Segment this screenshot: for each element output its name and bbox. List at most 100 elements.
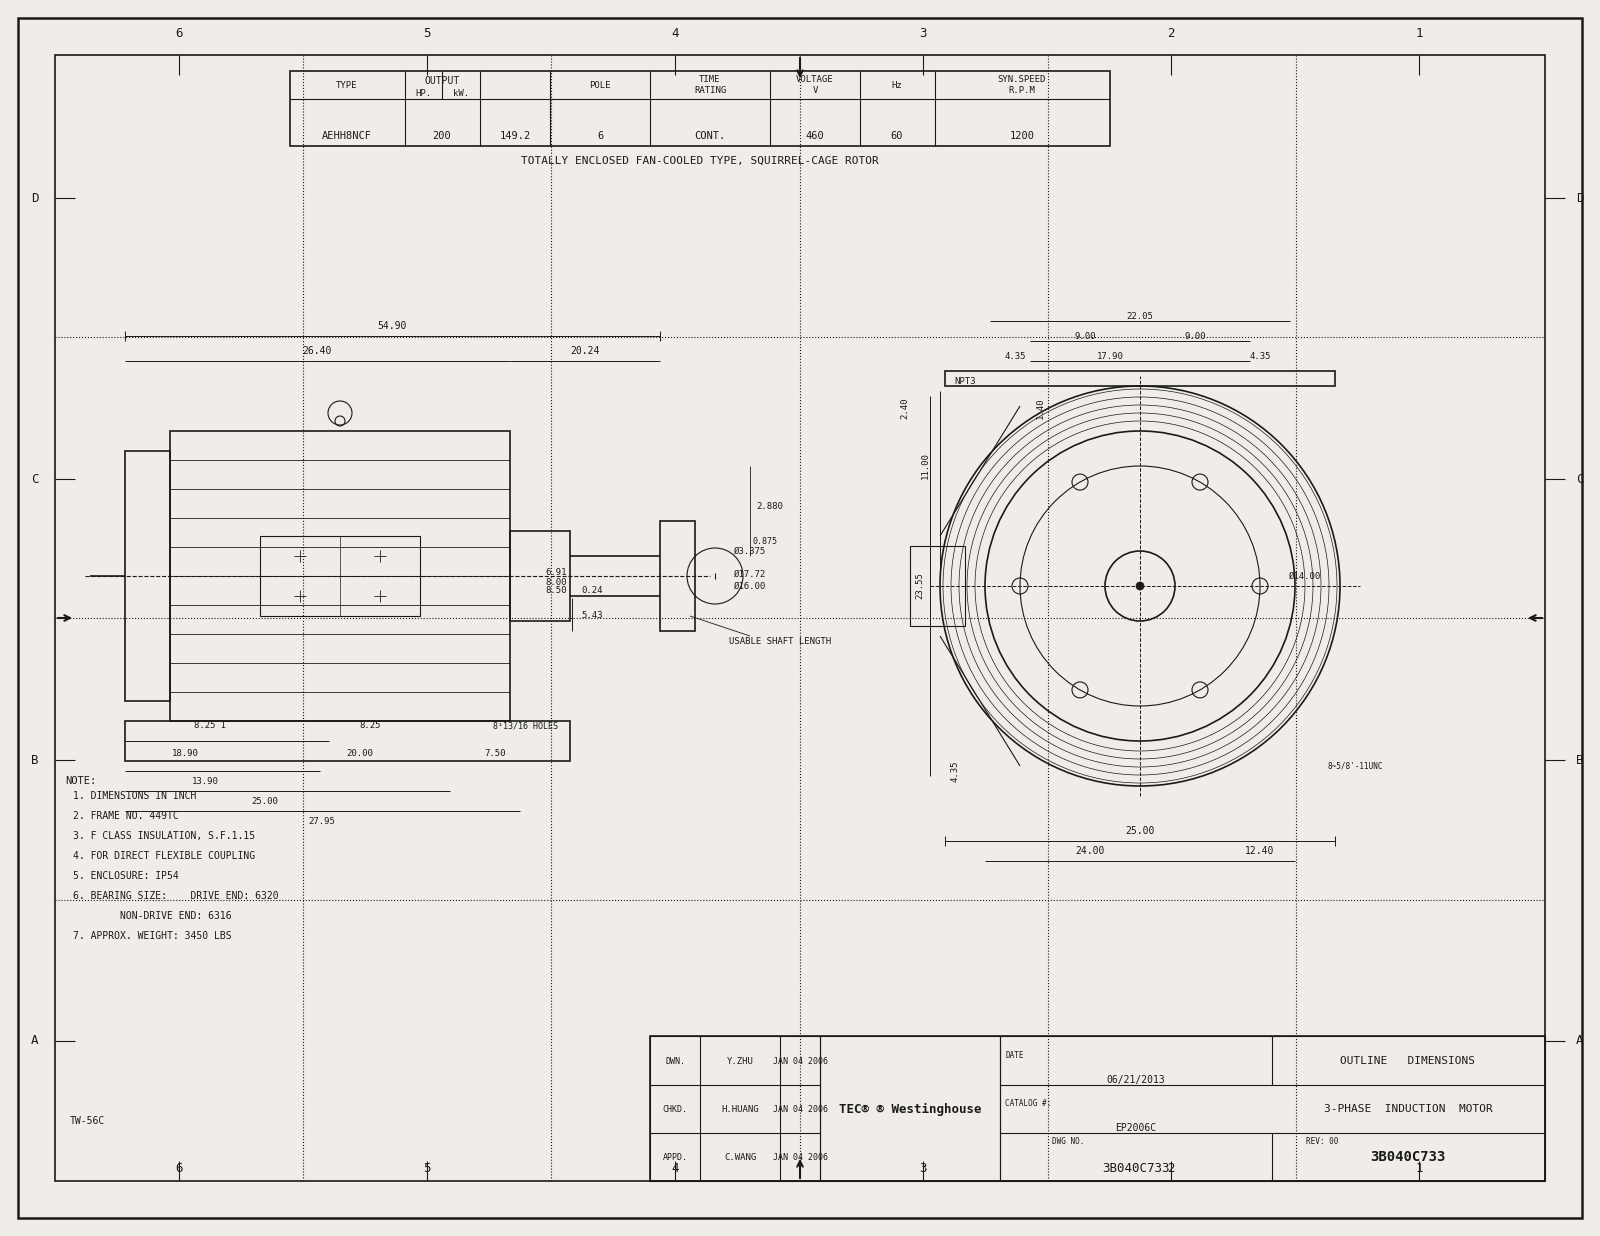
Text: 18.90: 18.90 [171,749,198,758]
Text: B: B [1576,754,1584,766]
Text: 54.90: 54.90 [378,321,406,331]
Text: NON-DRIVE END: 6316: NON-DRIVE END: 6316 [74,911,232,921]
Text: 27.95: 27.95 [309,817,336,826]
Text: NOTE:: NOTE: [66,776,96,786]
Bar [910,546,965,625]
Text: TEC® ® Westinghouse: TEC® ® Westinghouse [838,1103,981,1116]
Text: 13.90: 13.90 [192,776,219,786]
Text: Ø3.375: Ø3.375 [734,546,766,555]
Text: DWG NO.: DWG NO. [1051,1136,1085,1146]
Text: OUTLINE   DIMENSIONS: OUTLINE DIMENSIONS [1341,1056,1475,1065]
Text: 8.50: 8.50 [546,586,566,595]
Text: C: C [1576,472,1584,486]
Bar [650,1036,1546,1182]
Bar [125,451,170,701]
Text: AEHH8NCF: AEHH8NCF [322,131,373,141]
Text: 12.40: 12.40 [1245,845,1275,857]
Text: 26.40: 26.40 [302,346,331,356]
Text: 4.35: 4.35 [1250,351,1270,361]
Text: 6. BEARING SIZE:    DRIVE END: 6320: 6. BEARING SIZE: DRIVE END: 6320 [74,891,278,901]
Text: 24.00: 24.00 [1075,845,1104,857]
Text: JAN 04 2006: JAN 04 2006 [773,1057,827,1065]
Text: Ø14.00: Ø14.00 [1290,571,1322,581]
Bar [170,431,510,721]
Text: 4. FOR DIRECT FLEXIBLE COUPLING: 4. FOR DIRECT FLEXIBLE COUPLING [74,852,254,861]
Text: 9.00: 9.00 [1184,331,1206,340]
Text: 17.90: 17.90 [1096,351,1123,361]
Text: 6.91: 6.91 [546,567,566,576]
Text: 25.00: 25.00 [251,796,278,806]
Text: OUTPUT: OUTPUT [424,75,459,87]
Text: 2.880: 2.880 [757,502,784,510]
Text: 8¹13/16 HOLES: 8¹13/16 HOLES [493,722,557,730]
Text: 6: 6 [176,1163,182,1175]
Text: APPD.: APPD. [662,1152,688,1162]
Text: USABLE SHAFT LENGTH: USABLE SHAFT LENGTH [730,637,830,645]
Text: 23.55: 23.55 [915,572,925,599]
Text: 200: 200 [432,131,451,141]
Text: CATALOG #:: CATALOG #: [1005,1100,1051,1109]
Text: 5.43: 5.43 [581,611,603,619]
Text: C.WANG: C.WANG [723,1152,757,1162]
Text: CHKD.: CHKD. [662,1105,688,1114]
Text: 5: 5 [424,26,430,40]
Text: 8.00: 8.00 [546,577,566,587]
Text: 22.05: 22.05 [1126,311,1154,320]
Text: REV: 00: REV: 00 [1306,1136,1338,1146]
Text: D: D [1576,192,1584,204]
Text: C: C [32,472,38,486]
Text: TYPE: TYPE [336,80,358,89]
Text: EP2006C: EP2006C [1115,1124,1157,1133]
Text: Ø17.72: Ø17.72 [734,570,766,578]
Text: B: B [32,754,38,766]
Text: 0.24: 0.24 [581,586,603,595]
Text: DWN.: DWN. [666,1057,685,1065]
Bar [290,70,1110,146]
Text: 5: 5 [424,1163,430,1175]
Text: 25.00: 25.00 [1125,826,1155,836]
Text: Y.ZHU: Y.ZHU [726,1057,754,1065]
Text: 8.25 I: 8.25 I [194,722,226,730]
Text: 4: 4 [672,26,678,40]
Text: A: A [1576,1035,1584,1047]
Text: VOLTAGE
V: VOLTAGE V [797,75,834,95]
Text: Hz: Hz [891,80,902,89]
Text: 9.00: 9.00 [1074,331,1096,340]
Text: 2.40: 2.40 [901,397,909,419]
Text: 6: 6 [176,26,182,40]
Text: 3B040C733: 3B040C733 [1102,1163,1170,1175]
Text: 1.40: 1.40 [1035,397,1045,419]
Text: 8.25: 8.25 [360,722,381,730]
Text: 06/21/2013: 06/21/2013 [1107,1075,1165,1085]
Bar [261,536,421,616]
Text: 2: 2 [1168,26,1174,40]
Text: 1. DIMENSIONS IN INCH: 1. DIMENSIONS IN INCH [74,791,197,801]
Text: D: D [32,192,38,204]
Circle shape [1136,582,1144,590]
Text: HP.: HP. [414,89,430,98]
Text: POLE: POLE [589,80,611,89]
Bar [946,371,1334,386]
Text: Ø16.00: Ø16.00 [734,581,766,591]
Text: 1: 1 [1416,26,1422,40]
Text: TIME
RATING: TIME RATING [694,75,726,95]
Text: 4.35: 4.35 [950,760,960,781]
Text: 20.24: 20.24 [570,346,600,356]
Text: 4: 4 [672,1163,678,1175]
Text: 20.00: 20.00 [347,749,373,758]
Text: 3: 3 [920,26,926,40]
Text: 3-PHASE  INDUCTION  MOTOR: 3-PHASE INDUCTION MOTOR [1323,1104,1493,1114]
Text: 1200: 1200 [1010,131,1035,141]
Text: JAN 04 2006: JAN 04 2006 [773,1105,827,1114]
Text: 3: 3 [920,1163,926,1175]
Text: SYN.SPEED
R.P.M: SYN.SPEED R.P.M [998,75,1046,95]
Bar [661,522,694,632]
Text: H.HUANG: H.HUANG [722,1105,758,1114]
Text: 3B040C733: 3B040C733 [1370,1149,1446,1164]
Text: CONT.: CONT. [694,131,726,141]
Text: NPT3: NPT3 [954,377,976,386]
Text: 6: 6 [597,131,603,141]
Text: TOTALLY ENCLOSED FAN-COOLED TYPE, SQUIRREL-CAGE ROTOR: TOTALLY ENCLOSED FAN-COOLED TYPE, SQUIRR… [522,156,878,166]
Text: JAN 04 2006: JAN 04 2006 [773,1152,827,1162]
Text: DATE: DATE [1005,1052,1024,1060]
